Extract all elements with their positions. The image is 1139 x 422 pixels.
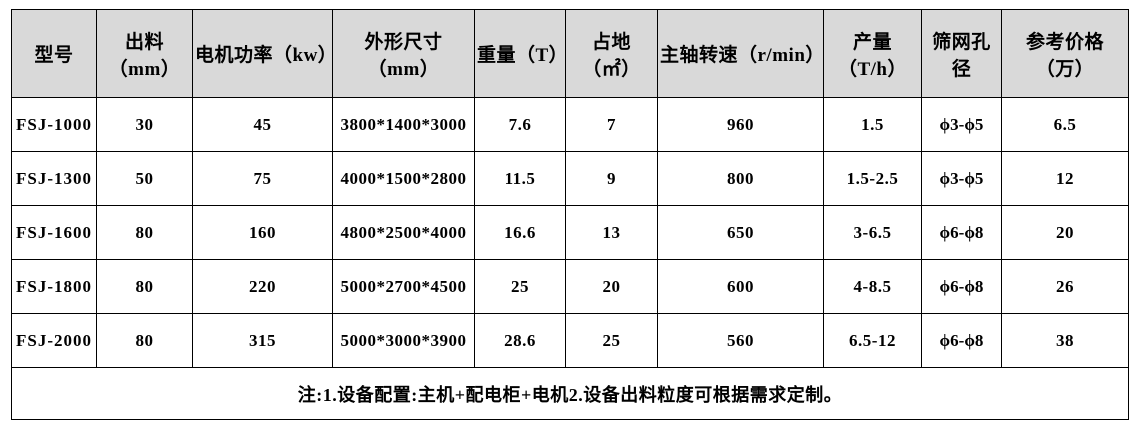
column-header-mesh-aperture: 筛网孔径	[921, 9, 1002, 98]
cell-reference-price: 38	[1001, 313, 1129, 368]
cell-spindle-speed: 600	[657, 259, 824, 314]
cell-floor-area: 9	[565, 151, 658, 206]
footnote-row: 注:1.设备配置:主机+配电柜+电机2.设备出料粒度可根据需求定制。	[11, 367, 1129, 420]
column-header-dimensions: 外形尺寸（mm）	[332, 9, 475, 98]
table-footer: 注:1.设备配置:主机+配电柜+电机2.设备出料粒度可根据需求定制。	[11, 367, 1129, 420]
cell-dimensions: 5000*3000*3900	[332, 313, 475, 368]
cell-weight: 16.6	[474, 205, 566, 260]
cell-spindle-speed: 650	[657, 205, 824, 260]
cell-motor-power: 45	[192, 97, 333, 152]
column-header-reference-price: 参考价格（万）	[1001, 9, 1129, 98]
cell-model: FSJ-1600	[11, 205, 97, 260]
cell-mesh-aperture: ϕ6-ϕ8	[921, 313, 1002, 368]
cell-capacity: 3-6.5	[823, 205, 922, 260]
table-row: FSJ-1000 30 45 3800*1400*3000 7.6 7 960 …	[11, 97, 1129, 152]
cell-motor-power: 160	[192, 205, 333, 260]
cell-discharge: 80	[96, 205, 193, 260]
cell-motor-power: 75	[192, 151, 333, 206]
cell-discharge: 30	[96, 97, 193, 152]
cell-discharge: 50	[96, 151, 193, 206]
cell-spindle-speed: 560	[657, 313, 824, 368]
cell-model: FSJ-1800	[11, 259, 97, 314]
column-header-discharge: 出料（mm）	[96, 9, 193, 98]
cell-model: FSJ-1000	[11, 97, 97, 152]
cell-capacity: 6.5-12	[823, 313, 922, 368]
cell-dimensions: 4000*1500*2800	[332, 151, 475, 206]
cell-discharge: 80	[96, 313, 193, 368]
cell-reference-price: 20	[1001, 205, 1129, 260]
table-row: FSJ-1600 80 160 4800*2500*4000 16.6 13 6…	[11, 205, 1129, 260]
cell-motor-power: 220	[192, 259, 333, 314]
cell-reference-price: 6.5	[1001, 97, 1129, 152]
table-body: FSJ-1000 30 45 3800*1400*3000 7.6 7 960 …	[11, 97, 1129, 368]
cell-weight: 7.6	[474, 97, 566, 152]
header-row: 型号 出料（mm） 电机功率（kw） 外形尺寸（mm） 重量（T） 占地（㎡） …	[11, 9, 1129, 98]
column-header-weight: 重量（T）	[474, 9, 568, 98]
column-header-capacity: 产量（T/h）	[823, 9, 922, 98]
cell-capacity: 4-8.5	[823, 259, 922, 314]
table-header: 型号 出料（mm） 电机功率（kw） 外形尺寸（mm） 重量（T） 占地（㎡） …	[11, 9, 1129, 98]
cell-weight: 11.5	[474, 151, 566, 206]
cell-spindle-speed: 800	[657, 151, 824, 206]
cell-floor-area: 7	[565, 97, 658, 152]
table-row: FSJ-1800 80 220 5000*2700*4500 25 20 600…	[11, 259, 1129, 314]
cell-weight: 28.6	[474, 313, 566, 368]
cell-model: FSJ-1300	[11, 151, 97, 206]
cell-weight: 25	[474, 259, 566, 314]
cell-motor-power: 315	[192, 313, 333, 368]
cell-floor-area: 13	[565, 205, 658, 260]
equipment-spec-table: 型号 出料（mm） 电机功率（kw） 外形尺寸（mm） 重量（T） 占地（㎡） …	[11, 9, 1129, 420]
cell-reference-price: 26	[1001, 259, 1129, 314]
cell-reference-price: 12	[1001, 151, 1129, 206]
cell-model: FSJ-2000	[11, 313, 97, 368]
cell-mesh-aperture: ϕ6-ϕ8	[921, 259, 1002, 314]
cell-mesh-aperture: ϕ6-ϕ8	[921, 205, 1002, 260]
cell-mesh-aperture: ϕ3-ϕ5	[921, 97, 1002, 152]
column-header-model: 型号	[11, 9, 97, 98]
footnote-text: 注:1.设备配置:主机+配电柜+电机2.设备出料粒度可根据需求定制。	[11, 367, 1129, 420]
column-header-spindle-speed: 主轴转速（r/min）	[657, 9, 824, 98]
table-row: FSJ-1300 50 75 4000*1500*2800 11.5 9 800…	[11, 151, 1129, 206]
cell-dimensions: 3800*1400*3000	[332, 97, 475, 152]
cell-capacity: 1.5	[823, 97, 922, 152]
table-row: FSJ-2000 80 315 5000*3000*3900 28.6 25 5…	[11, 313, 1129, 368]
cell-mesh-aperture: ϕ3-ϕ5	[921, 151, 1002, 206]
column-header-floor-area: 占地（㎡）	[565, 9, 658, 98]
cell-dimensions: 5000*2700*4500	[332, 259, 475, 314]
cell-discharge: 80	[96, 259, 193, 314]
cell-dimensions: 4800*2500*4000	[332, 205, 475, 260]
cell-spindle-speed: 960	[657, 97, 824, 152]
cell-floor-area: 25	[565, 313, 658, 368]
column-header-motor-power: 电机功率（kw）	[192, 9, 337, 98]
cell-capacity: 1.5-2.5	[823, 151, 922, 206]
cell-floor-area: 20	[565, 259, 658, 314]
